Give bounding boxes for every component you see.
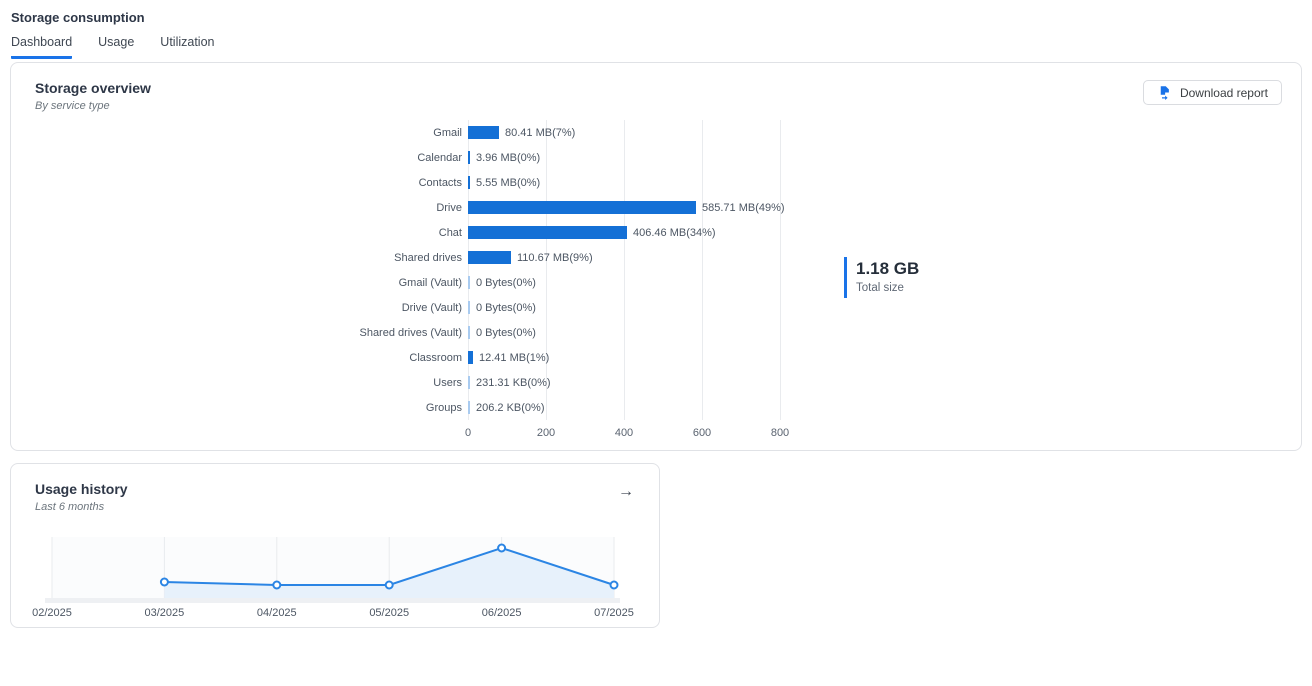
tab-bar: Dashboard Usage Utilization (11, 35, 214, 59)
bar[interactable] (468, 326, 470, 339)
data-point[interactable] (272, 580, 282, 590)
storage-overview-title: Storage overview (35, 80, 151, 96)
bar[interactable] (468, 201, 696, 214)
bar-chart-gridline (468, 120, 469, 420)
line-x-tick: 05/2025 (369, 607, 409, 619)
bar-value-label: 0 Bytes(0%) (476, 301, 536, 314)
bar[interactable] (468, 176, 470, 189)
bar-row: Groups 206.2 KB(0%) (344, 395, 984, 420)
bar-x-tick: 600 (692, 427, 712, 439)
bar[interactable] (468, 226, 627, 239)
usage-history-subtitle: Last 6 months (35, 501, 105, 513)
bar-chart-gridline (546, 120, 547, 420)
bar-chart-gridline (702, 120, 703, 420)
usage-history-card: Usage history Last 6 months → 02/2025 03/… (10, 463, 660, 628)
bar-value-label: 110.67 MB(9%) (517, 251, 593, 264)
line-axis-band (45, 598, 620, 603)
tab-utilization[interactable]: Utilization (160, 35, 215, 49)
bar[interactable] (468, 301, 470, 314)
bar[interactable] (468, 351, 473, 364)
data-point[interactable] (159, 577, 169, 587)
line-x-tick: 06/2025 (482, 607, 522, 619)
bar-category-label: Shared drives (394, 251, 462, 264)
bar-category-label: Drive (436, 201, 462, 214)
total-size-caption: Total size (856, 282, 904, 294)
bar-x-axis: 0 200 400 600 800 (344, 423, 984, 441)
total-size-indicator: 1.18 GB Total size (844, 257, 919, 298)
bar[interactable] (468, 376, 470, 389)
bar-row: Calendar 3.96 MB(0%) (344, 145, 984, 170)
usage-line-chart: 02/2025 03/2025 04/2025 05/2025 06/2025 07/20… (32, 537, 634, 619)
bar-category-label: Contacts (418, 176, 462, 189)
bar-category-label: Groups (425, 401, 462, 414)
line-x-tick: 03/2025 (145, 607, 185, 619)
bar-category-label: Drive (Vault) (401, 301, 462, 314)
bar-value-label: 5.55 MB(0%) (476, 176, 541, 189)
bar-row: Shared drives (Vault) 0 Bytes(0%) (344, 320, 984, 345)
bar-value-label: 0 Bytes(0%) (476, 276, 536, 289)
storage-overview-card: Storage overview By service type Downloa… (10, 62, 1302, 451)
bar[interactable] (468, 401, 470, 414)
bar-row: Gmail 80.41 MB(7%) (344, 120, 984, 145)
bar-row: Drive (Vault) 0 Bytes(0%) (344, 295, 984, 320)
storage-bar-chart: Gmail 80.41 MB(7%) Calendar 3.96 MB(0%) Cont… (344, 120, 984, 441)
bar-category-label: Gmail (Vault) (398, 276, 462, 289)
page-title: Storage consumption (11, 10, 145, 25)
tab-dashboard[interactable]: Dashboard (11, 35, 73, 59)
bar-value-label: 206.2 KB(0%) (476, 401, 545, 414)
bar-category-label: Calendar (417, 151, 462, 164)
bar-x-tick: 800 (770, 427, 790, 439)
bar-category-label: Classroom (409, 351, 462, 364)
bar-x-tick: 400 (614, 427, 634, 439)
bar-value-label: 0 Bytes(0%) (476, 326, 536, 339)
bar-category-label: Gmail (433, 126, 462, 139)
bar-row: Contacts 5.55 MB(0%) (344, 170, 984, 195)
bar-value-label: 12.41 MB(1%) (479, 351, 550, 364)
line-x-tick: 04/2025 (257, 607, 297, 619)
bar-chart-gridline (780, 120, 781, 420)
data-point[interactable] (384, 580, 394, 590)
bar-row: Gmail (Vault) 0 Bytes(0%) (344, 270, 984, 295)
bar-category-label: Chat (438, 226, 462, 239)
line-x-tick: 07/2025 (594, 607, 634, 619)
bar-row: Chat 406.46 MB(34%) (344, 220, 984, 245)
download-report-button[interactable]: Download report (1142, 80, 1282, 105)
bar-value-label: 406.46 MB(34%) (633, 226, 716, 239)
bar-rows: Gmail 80.41 MB(7%) Calendar 3.96 MB(0%) Cont… (344, 120, 984, 420)
data-point[interactable] (609, 580, 619, 590)
bar[interactable] (468, 126, 499, 139)
total-size-value: 1.18 GB (856, 259, 920, 278)
bar[interactable] (468, 151, 470, 164)
bar-value-label: 231.31 KB(0%) (476, 376, 551, 389)
bar-row: Drive 585.71 MB(49%) (344, 195, 984, 220)
usage-history-title: Usage history (35, 481, 128, 497)
download-report-label: Download report (1179, 85, 1268, 100)
bar-row: Shared drives 110.67 MB(9%) (344, 245, 984, 270)
arrow-right-icon[interactable]: → (618, 483, 634, 500)
line-x-tick: 02/2025 (32, 607, 72, 619)
bar-value-label: 585.71 MB(49%) (702, 201, 785, 214)
data-point[interactable] (497, 543, 507, 553)
storage-overview-header: Storage overview By service type (35, 80, 151, 112)
tab-usage[interactable]: Usage (98, 35, 135, 49)
bar-category-label: Users (433, 376, 462, 389)
usage-history-header: Usage history Last 6 months (35, 481, 128, 513)
bar-value-label: 3.96 MB(0%) (476, 151, 541, 164)
bar-x-tick: 0 (464, 427, 472, 439)
bar-row: Classroom 12.41 MB(1%) (344, 345, 984, 370)
bar-category-label: Shared drives (Vault) (359, 326, 462, 339)
storage-overview-subtitle: By service type (35, 100, 110, 112)
bar-row: Users 231.31 KB(0%) (344, 370, 984, 395)
bar[interactable] (468, 276, 470, 289)
bar-value-label: 80.41 MB(7%) (505, 126, 576, 139)
bar[interactable] (468, 251, 511, 264)
download-report-icon (1157, 85, 1172, 100)
bar-chart-gridline (624, 120, 625, 420)
bar-x-tick: 200 (536, 427, 556, 439)
